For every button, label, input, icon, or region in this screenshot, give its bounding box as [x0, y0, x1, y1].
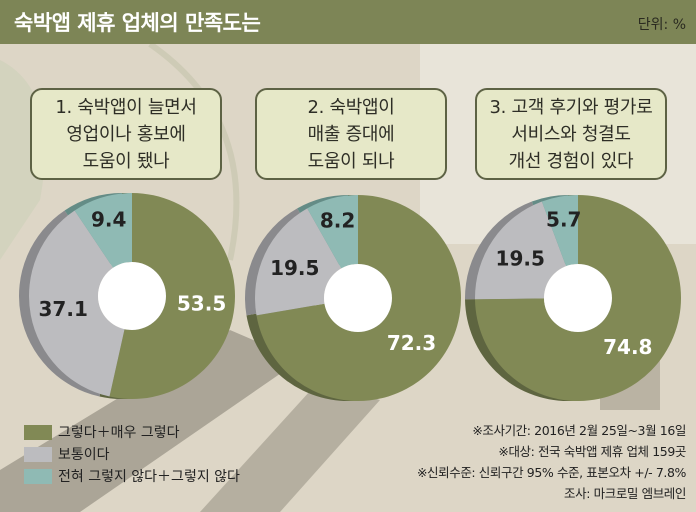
donut-3-hole	[544, 264, 612, 332]
legend-swatch-disagree	[24, 468, 52, 484]
unit-label: 단위: %	[637, 17, 686, 33]
legend-swatch-neutral	[24, 446, 52, 462]
donut-1-label-agree: 53.5	[177, 292, 226, 316]
title-bar	[0, 0, 696, 44]
donut-1-label-disagree: 9.4	[91, 207, 126, 231]
legend-swatch-agree	[24, 424, 52, 440]
donut-2-hole	[324, 264, 392, 332]
donut-3-label-neutral: 19.5	[496, 246, 545, 270]
note-target: ※대상: 전국 숙박앱 제휴 업체 159곳	[498, 444, 686, 459]
legend-item-agree: 그렇다＋매우 그렇다	[24, 422, 180, 442]
legend-item-neutral: 보통이다	[24, 444, 110, 464]
legend-label-disagree: 전혀 그렇지 않다＋그렇지 않다	[58, 469, 240, 485]
donut-2-slice-disagree	[307, 195, 358, 269]
legend-label-neutral: 보통이다	[58, 447, 110, 463]
donut-1-slice-agree	[109, 193, 235, 399]
donut-1-label-neutral: 37.1	[39, 297, 88, 321]
donut-3-slice-agree	[475, 195, 681, 402]
donut-1-hole	[98, 262, 166, 330]
donut-3-label-agree: 74.8	[603, 335, 652, 359]
donut-3-slice-disagree	[541, 195, 578, 267]
donut-2-label-agree: 72.3	[387, 331, 436, 355]
donut-1-slice-disagree	[74, 193, 132, 268]
donut-2-label-neutral: 19.5	[270, 256, 319, 280]
question-box-3: 3. 고객 후기와 평가로 서비스와 청결도 개선 경험이 있다	[475, 88, 667, 180]
legend-item-disagree: 전혀 그렇지 않다＋그렇지 않다	[24, 466, 240, 486]
note-confidence: ※신뢰수준: 신뢰구간 95% 수준, 표본오차 +/- 7.8%	[416, 465, 686, 480]
chart-title: 숙박앱 제휴 업체의 만족도는	[14, 11, 261, 35]
donut-2-slice-agree	[256, 195, 461, 402]
legend-label-agree: 그렇다＋매우 그렇다	[58, 425, 180, 441]
question-box-1: 1. 숙박앱이 늘면서 영업이나 홍보에 도움이 됐나	[30, 88, 222, 180]
note-period: ※조사기간: 2016년 2월 25일~3월 16일	[472, 423, 686, 438]
question-box-2: 2. 숙박앱이 매출 증대에 도움이 되나	[255, 88, 447, 180]
donut-1-slice-neutral	[28, 210, 125, 397]
donut-2-slice-neutral	[255, 208, 342, 316]
donut-3-slice-neutral	[474, 201, 567, 300]
donut-2-label-disagree: 8.2	[320, 209, 355, 233]
donut-3-label-disagree: 5.7	[546, 207, 581, 231]
note-source: 조사: 마크로밀 엠브레인	[564, 486, 686, 501]
